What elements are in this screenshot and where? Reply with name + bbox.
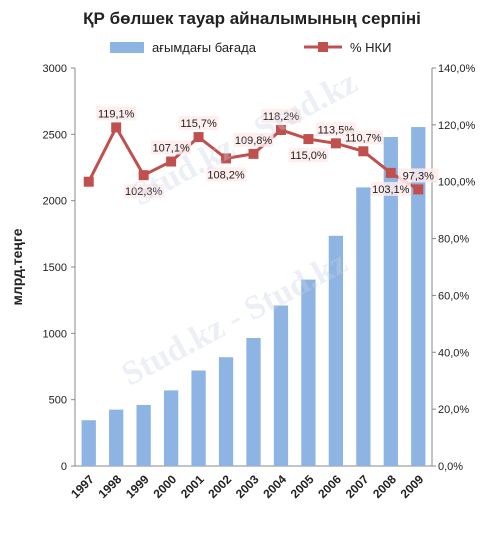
bar: [328, 235, 344, 466]
bar: [109, 409, 124, 466]
data-label-bg: [233, 132, 274, 147]
y-tick-label-right: 60,0%: [438, 290, 469, 302]
y-tick-label-left: 500: [49, 395, 67, 407]
data-label: 110,7%: [345, 132, 382, 144]
data-label: 115,7%: [180, 118, 217, 130]
data-label-bg: [178, 116, 219, 131]
y-tick-label-left: 3000: [43, 63, 67, 75]
legend-line-marker: [318, 42, 328, 52]
x-tick-label: 2007: [343, 472, 372, 501]
line-point: [193, 132, 204, 143]
data-label-bg: [288, 148, 329, 163]
legend-bar-label: ағымдағы бағада: [152, 40, 257, 55]
x-tick-label: 2005: [288, 472, 317, 501]
y-tick-label-right: 80,0%: [438, 234, 469, 246]
data-label-bg: [151, 140, 192, 155]
y-tick-label-right: 0,0%: [438, 461, 463, 473]
x-tick-label: 2000: [150, 472, 179, 501]
line-point: [83, 176, 94, 187]
y-tick-label-right: 40,0%: [438, 347, 469, 359]
x-tick-label: 1999: [123, 472, 152, 501]
bar: [383, 136, 398, 466]
data-label-bg: [398, 168, 439, 183]
line-point: [275, 124, 286, 135]
line-point: [166, 156, 177, 167]
y-tick-label-right: 120,0%: [438, 120, 476, 132]
bar: [273, 305, 289, 466]
data-label: 102,3%: [125, 186, 163, 198]
x-tick-label: 1998: [96, 472, 125, 501]
y-tick-label-left: 0: [61, 461, 67, 473]
line-point: [221, 153, 232, 164]
data-label-bg: [206, 167, 247, 182]
y-tick-label-right: 140,0%: [438, 63, 476, 75]
x-tick-label: 2009: [398, 472, 427, 501]
x-tick-label: 2001: [178, 472, 207, 501]
data-label: 108,2%: [207, 169, 245, 181]
line-point: [111, 122, 122, 133]
y-tick-label-left: 2500: [43, 129, 67, 141]
bar: [411, 127, 426, 466]
x-tick-label: 1997: [68, 472, 97, 501]
bar: [301, 279, 316, 466]
x-tick-label: 2003: [233, 472, 262, 501]
legend-bar-swatch: [110, 42, 144, 53]
legend-line-label: % НКИ: [350, 40, 391, 55]
y-tick-label-right: 100,0%: [438, 177, 476, 189]
data-label: 103,1%: [372, 184, 410, 196]
line-point: [248, 148, 259, 159]
x-tick-label: 2008: [370, 472, 399, 501]
bar: [191, 370, 206, 466]
bar: [356, 187, 371, 466]
data-label-bg: [260, 108, 301, 123]
data-label: 109,8%: [235, 135, 273, 147]
bar: [163, 390, 179, 466]
y-tick-label-left: 1000: [43, 328, 67, 340]
data-label: 107,1%: [152, 143, 190, 155]
data-label-bg: [343, 130, 384, 145]
data-label-bg: [370, 181, 411, 196]
data-label-bg: [96, 106, 137, 121]
data-label: 118,2%: [263, 111, 300, 123]
bar: [136, 404, 151, 466]
x-tick-label: 2006: [315, 472, 344, 501]
data-label: 119,1%: [98, 108, 135, 120]
line-point: [303, 134, 314, 145]
y-tick-label-left: 2000: [43, 196, 67, 208]
bar: [246, 337, 261, 466]
line-point: [385, 167, 396, 178]
data-label: 97,3%: [403, 170, 434, 182]
line-point: [330, 138, 341, 149]
bar: [81, 420, 96, 466]
line-point: [138, 170, 149, 181]
bar: [218, 357, 234, 466]
data-label: 115,0%: [290, 150, 327, 162]
x-tick-label: 2004: [260, 472, 289, 501]
x-tick-label: 2002: [205, 472, 234, 501]
data-label-bg: [123, 184, 164, 199]
line-point: [413, 184, 424, 195]
line-point: [358, 146, 369, 157]
y-tick-label-left: 1500: [43, 262, 67, 274]
y-axis-label: млрд.теңге: [9, 228, 25, 305]
chart-title: ҚР бөлшек тауар айналымының серпіні: [83, 9, 421, 28]
y-tick-label-right: 20,0%: [438, 404, 469, 416]
